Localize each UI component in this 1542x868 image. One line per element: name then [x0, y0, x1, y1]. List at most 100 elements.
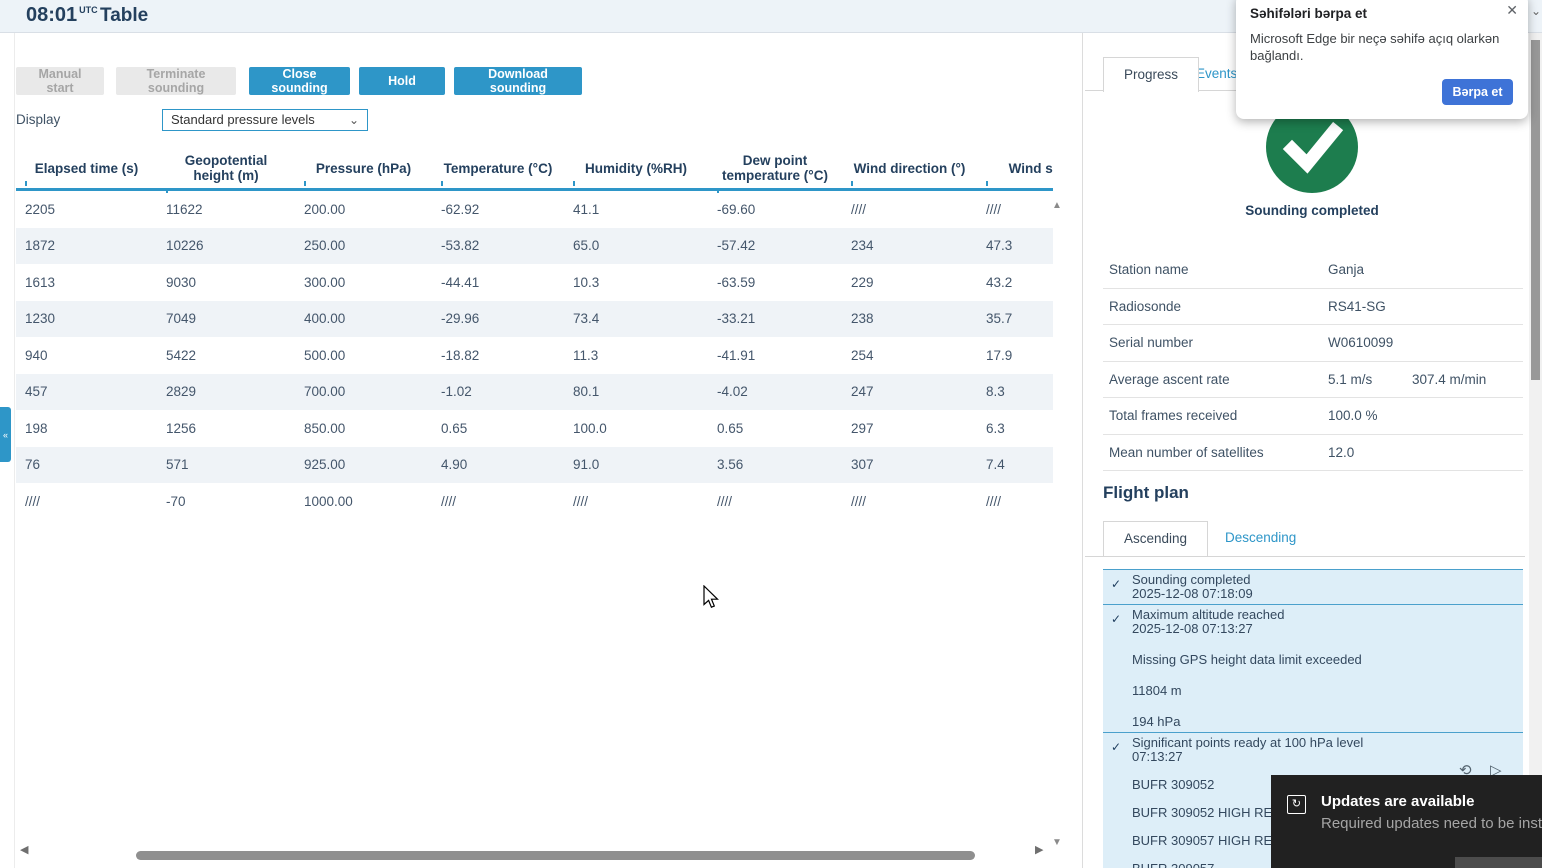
scrollbar-chevron-icon[interactable]: ⌄ — [1531, 4, 1542, 18]
close-sounding-button[interactable]: Close sounding — [249, 67, 350, 95]
event-detail: BUFR 309057 HIGH RESOL — [1132, 833, 1299, 848]
panel-divider — [1082, 33, 1083, 868]
table-row[interactable]: 1230 7049 400.00 -29.96 73.4 -33.21 238 35.7 — [16, 300, 1053, 337]
scroll-left-icon[interactable]: ◀ — [20, 844, 29, 856]
table-row[interactable]: 1872 10226 250.00 -53.82 65.0 -57.42 234 47.3 — [16, 227, 1053, 264]
info-row: Total frames received 100.0 % — [1103, 398, 1523, 435]
tab-ascending[interactable]: Ascending — [1103, 521, 1209, 556]
flight-plan-tabs: Ascending Descending — [1085, 521, 1525, 556]
vertical-scrollbar-thumb[interactable] — [1531, 40, 1540, 380]
info-value: 100.0 % — [1328, 408, 1378, 424]
progress-panel: Progress Events Sounding completed Stati… — [1085, 33, 1525, 868]
retry-icon[interactable]: ⟲ — [1459, 762, 1472, 779]
table-cell: -44.41 — [441, 274, 480, 290]
panel-tabs: Progress Events — [1085, 57, 1525, 92]
table-cell: 925.00 — [304, 457, 346, 473]
flight-plan-title: Flight plan — [1103, 483, 1189, 502]
table-cell: 65.0 — [573, 238, 600, 254]
table-cell: 11622 — [166, 201, 203, 217]
info-label: Station name — [1109, 262, 1189, 278]
table-cell: 76 — [25, 457, 41, 473]
table-cell: -4.02 — [717, 384, 748, 400]
flight-plan-event[interactable]: ✓ Sounding completed 2025-12-08 07:18:09 — [1103, 569, 1523, 605]
table-cell: 7.4 — [986, 457, 1005, 473]
table-cell: 10.3 — [573, 274, 600, 290]
display-label: Display — [16, 112, 61, 127]
table-cell: 2205 — [25, 201, 56, 217]
event-title: Sounding completed — [1132, 572, 1251, 587]
info-value: Ganja — [1328, 262, 1365, 278]
event-title: Maximum altitude reached — [1132, 607, 1285, 622]
collapse-panel-handle[interactable]: « — [0, 407, 11, 462]
table-cell: 247 — [851, 384, 874, 400]
table-cell: -63.59 — [717, 274, 756, 290]
table-cell: 457 — [25, 384, 48, 400]
table-cell: 9030 — [166, 274, 197, 290]
table-cell: 10226 — [166, 238, 204, 254]
event-detail: BUFR 309052 — [1132, 777, 1215, 792]
table-row[interactable]: //// -70 1000.00 //// //// //// //// //// — [16, 483, 1053, 520]
column-header: Humidity (%RH) — [564, 159, 708, 186]
horizontal-scrollbar[interactable] — [136, 851, 975, 860]
sounding-table: Elapsed time (s) Geopotential height (m) P… — [16, 148, 1053, 520]
table-cell: -29.96 — [441, 311, 480, 327]
scroll-right-icon[interactable]: ▶ — [1035, 844, 1044, 856]
table-cell: 250.00 — [304, 238, 346, 254]
tab-descending[interactable]: Descending — [1225, 530, 1297, 545]
table-row[interactable]: 198 1256 850.00 0.65 100.0 0.65 297 6.3 — [16, 410, 1053, 447]
display-select[interactable]: Standard pressure levels ⌄ — [162, 109, 368, 131]
terminate-sounding-button: Terminate sounding — [116, 67, 236, 95]
column-header: Temperature (°C) — [432, 159, 564, 186]
table-cell: 7049 — [166, 311, 197, 327]
download-sounding-button[interactable]: Download sounding — [454, 67, 582, 95]
info-row: Station name Ganja — [1103, 252, 1523, 289]
table-cell: //// — [441, 493, 457, 509]
tab-events[interactable]: Events — [1196, 66, 1238, 81]
tab-progress[interactable]: Progress — [1103, 57, 1200, 92]
scroll-down-icon[interactable]: ▼ — [1052, 837, 1062, 848]
table-header-row: Elapsed time (s) Geopotential height (m) P… — [16, 148, 1053, 193]
table-row[interactable]: 76 571 925.00 4.90 91.0 3.56 307 7.4 — [16, 446, 1053, 483]
restore-pages-button[interactable]: Bərpa et — [1442, 79, 1513, 105]
toast-action-button[interactable] — [1455, 857, 1542, 868]
flight-plan-event[interactable]: ✓ Maximum altitude reached 2025-12-08 07:1… — [1103, 605, 1523, 733]
scroll-up-icon[interactable]: ▲ — [1052, 200, 1062, 211]
edge-restore-popup: ✕ Səhifələri bərpa et Microsoft Edge bir… — [1236, 0, 1528, 119]
table-row[interactable]: 940 5422 500.00 -18.82 11.3 -41.91 254 17.9 — [16, 337, 1053, 374]
table-cell: -62.92 — [441, 201, 480, 217]
table-cell: -57.42 — [717, 238, 756, 254]
info-label: Mean number of satellites — [1109, 444, 1264, 460]
info-label: Radiosonde — [1109, 298, 1182, 314]
table-cell: 850.00 — [304, 420, 346, 436]
table-cell: -41.91 — [717, 347, 756, 363]
info-row: Mean number of satellites 12.0 — [1103, 435, 1523, 471]
column-header: Wind direction (°) — [842, 159, 977, 186]
column-header: Pressure (hPa) — [295, 159, 432, 186]
table-cell: 2829 — [166, 384, 197, 400]
close-icon[interactable]: ✕ — [1506, 2, 1518, 18]
table-row[interactable]: 457 2829 700.00 -1.02 80.1 -4.02 247 8.3 — [16, 373, 1053, 410]
table-cell: 297 — [851, 420, 874, 436]
table-cell: -69.60 — [717, 201, 756, 217]
table-cell: 940 — [25, 347, 48, 363]
table-row[interactable]: 1613 9030 300.00 -44.41 10.3 -63.59 229 43.2 — [16, 264, 1053, 301]
table-cell: 100.0 — [573, 420, 607, 436]
toast-message: Required updates need to be insta — [1321, 815, 1542, 832]
info-label: Total frames received — [1109, 408, 1238, 424]
table-cell: 47.3 — [986, 238, 1013, 254]
info-row: Average ascent rate 5.1 m/s 307.4 m/min — [1103, 362, 1523, 398]
updates-toast[interactable]: ↻ Updates are available Required updates… — [1271, 775, 1542, 868]
send-icon[interactable]: ▷ — [1490, 762, 1502, 779]
table-cell: 1230 — [25, 311, 56, 327]
toast-title: Updates are available — [1321, 793, 1475, 810]
event-time: 2025-12-08 07:18:09 — [1132, 586, 1253, 601]
table-row[interactable]: 2205 11622 200.00 -62.92 41.1 -69.60 //// //// — [16, 191, 1053, 228]
table-cell: 43.2 — [986, 274, 1013, 290]
table-cell: //// — [573, 493, 589, 509]
hold-button[interactable]: Hold — [359, 67, 445, 95]
table-cell: 300.00 — [304, 274, 346, 290]
table-cell: 41.1 — [573, 201, 600, 217]
event-title: Significant points ready at 100 hPa leve… — [1132, 735, 1364, 750]
table-cell: //// — [851, 493, 867, 509]
table-cell: 91.0 — [573, 457, 600, 473]
